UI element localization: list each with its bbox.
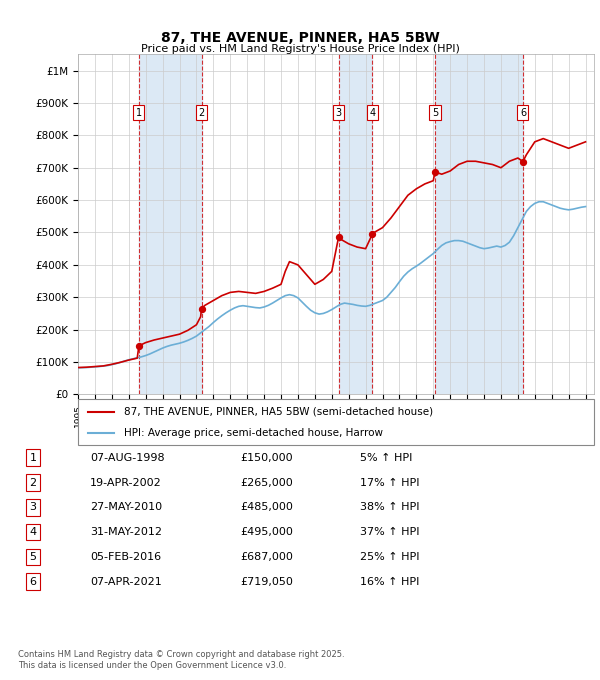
FancyBboxPatch shape — [78, 399, 594, 445]
Text: 2: 2 — [199, 107, 205, 118]
Text: 6: 6 — [520, 107, 526, 118]
Bar — [435, 54, 523, 394]
Point — [197, 303, 206, 314]
Text: 5: 5 — [29, 552, 37, 562]
Text: 27-MAY-2010: 27-MAY-2010 — [90, 503, 162, 512]
Text: 31-MAY-2012: 31-MAY-2012 — [90, 527, 162, 537]
Text: 1: 1 — [136, 107, 142, 118]
Text: 87, THE AVENUE, PINNER, HA5 5BW (semi-detached house): 87, THE AVENUE, PINNER, HA5 5BW (semi-de… — [124, 407, 434, 417]
Bar — [139, 54, 202, 394]
Point — [334, 232, 343, 243]
Text: £485,000: £485,000 — [240, 503, 293, 512]
Text: 4: 4 — [29, 527, 37, 537]
Text: 2: 2 — [29, 477, 37, 488]
Text: £150,000: £150,000 — [240, 453, 293, 463]
Point — [430, 167, 440, 177]
Text: 07-AUG-1998: 07-AUG-1998 — [90, 453, 164, 463]
Text: 87, THE AVENUE, PINNER, HA5 5BW: 87, THE AVENUE, PINNER, HA5 5BW — [161, 31, 439, 45]
Text: 5: 5 — [432, 107, 438, 118]
Text: HPI: Average price, semi-detached house, Harrow: HPI: Average price, semi-detached house,… — [124, 428, 383, 438]
Text: 19-APR-2002: 19-APR-2002 — [90, 477, 162, 488]
Text: 3: 3 — [29, 503, 37, 512]
Text: 25% ↑ HPI: 25% ↑ HPI — [360, 552, 419, 562]
Text: Price paid vs. HM Land Registry's House Price Index (HPI): Price paid vs. HM Land Registry's House … — [140, 44, 460, 54]
Text: 3: 3 — [335, 107, 341, 118]
Text: £687,000: £687,000 — [240, 552, 293, 562]
Text: £719,050: £719,050 — [240, 577, 293, 587]
Point — [518, 156, 528, 167]
Text: 16% ↑ HPI: 16% ↑ HPI — [360, 577, 419, 587]
Text: 07-APR-2021: 07-APR-2021 — [90, 577, 162, 587]
Text: 05-FEB-2016: 05-FEB-2016 — [90, 552, 161, 562]
Text: 6: 6 — [29, 577, 37, 587]
Bar — [338, 54, 373, 394]
Text: 5% ↑ HPI: 5% ↑ HPI — [360, 453, 412, 463]
Text: £495,000: £495,000 — [240, 527, 293, 537]
Text: Contains HM Land Registry data © Crown copyright and database right 2025.
This d: Contains HM Land Registry data © Crown c… — [18, 650, 344, 670]
Text: 38% ↑ HPI: 38% ↑ HPI — [360, 503, 419, 512]
Text: 17% ↑ HPI: 17% ↑ HPI — [360, 477, 419, 488]
Text: 1: 1 — [29, 453, 37, 463]
Point — [134, 341, 144, 352]
Text: 4: 4 — [370, 107, 376, 118]
Point — [368, 228, 377, 239]
Text: 37% ↑ HPI: 37% ↑ HPI — [360, 527, 419, 537]
Text: £265,000: £265,000 — [240, 477, 293, 488]
